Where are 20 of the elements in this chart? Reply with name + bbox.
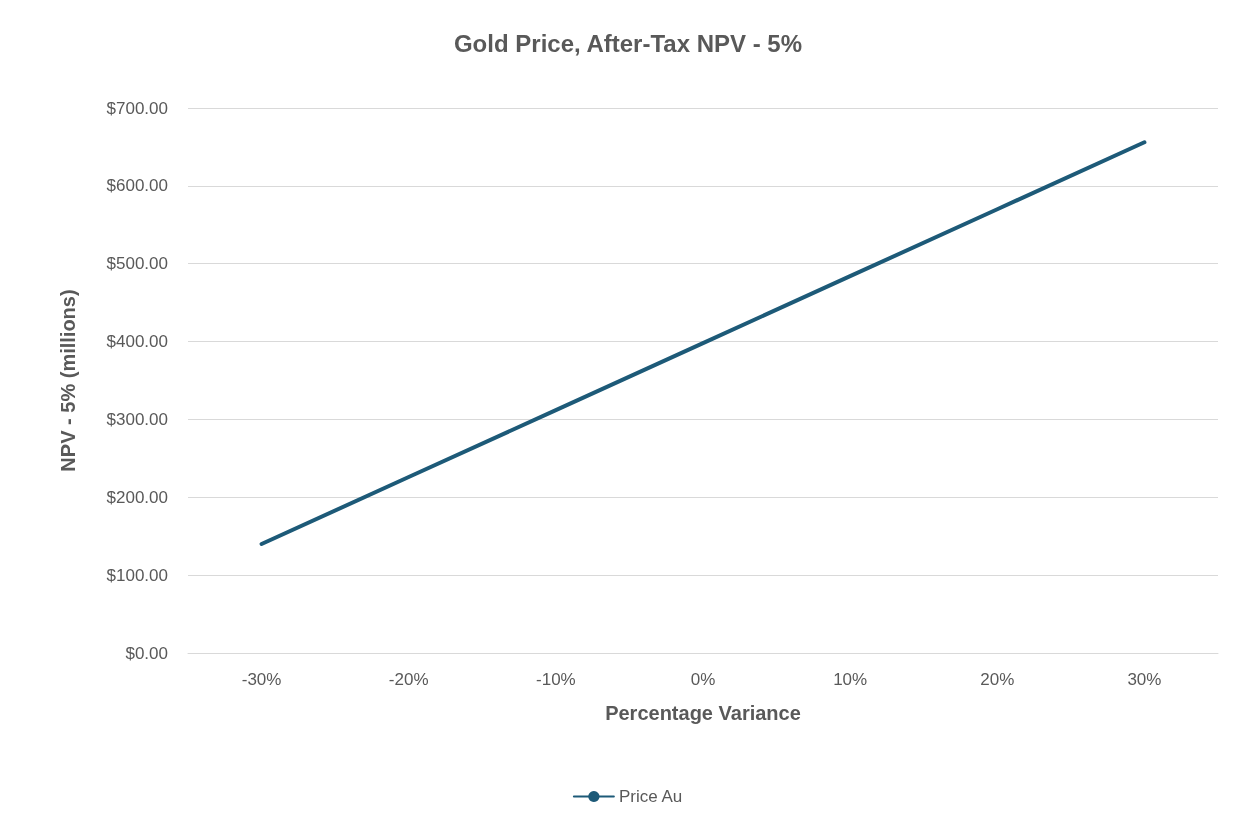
- y-tick-label: $200.00: [106, 487, 168, 507]
- y-tick-label: $400.00: [106, 332, 168, 352]
- y-tick-label: $500.00: [106, 254, 168, 274]
- y-tick-label: $100.00: [106, 565, 168, 585]
- chart-title: Gold Price, After-Tax NPV - 5%: [453, 29, 803, 57]
- x-tick-label: 20%: [980, 670, 1015, 689]
- y-tick-label: $300.00: [106, 409, 168, 429]
- x-tick-label: 10%: [833, 670, 868, 689]
- legend-label: Price Au: [618, 787, 683, 806]
- x-tick-label: -30%: [241, 670, 282, 689]
- x-tick-label: 0%: [690, 670, 716, 689]
- y-tick-label: $600.00: [106, 176, 168, 196]
- x-axis-title: Percentage Variance: [605, 702, 801, 724]
- y-tick-label: $700.00: [106, 98, 168, 118]
- x-tick-label: -10%: [536, 670, 576, 689]
- y-tick-label: $0.00: [125, 643, 168, 663]
- x-tick-label: -20%: [388, 670, 429, 689]
- x-tick-label: 30%: [1127, 670, 1162, 689]
- line-series: [259, 140, 1147, 546]
- y-axis-title: NPV - 5% (millions): [57, 289, 79, 472]
